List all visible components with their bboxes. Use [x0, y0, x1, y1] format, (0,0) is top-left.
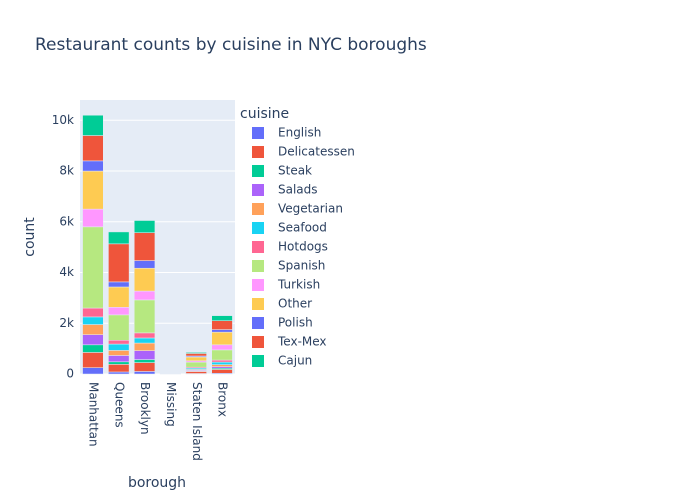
bar-segment: [82, 316, 104, 325]
bar-segment: [82, 226, 104, 309]
bar-segment: [211, 349, 233, 361]
bar-segment: [108, 364, 130, 373]
legend-label[interactable]: Salads: [278, 183, 318, 197]
bar-segment: [82, 334, 104, 346]
y-tick-label: 0: [66, 367, 74, 381]
bar-segment: [185, 356, 207, 362]
bar-segment: [134, 232, 156, 261]
legend-label[interactable]: Steak: [278, 164, 312, 178]
y-tick-label: 6k: [59, 214, 74, 228]
bar-segment: [108, 371, 130, 375]
legend-swatch[interactable]: [252, 279, 264, 291]
bar-segment: [108, 286, 130, 308]
bar-segment: [211, 331, 233, 346]
bar-segment: [134, 362, 156, 372]
bar-segment: [108, 343, 130, 351]
bar-segment: [82, 307, 104, 318]
bar-segment: [134, 220, 156, 233]
bar-segment: [211, 369, 233, 374]
bar-segment: [108, 340, 130, 345]
bar-segment: [108, 355, 130, 363]
bar-segment: [82, 114, 104, 136]
bar-segment: [134, 359, 156, 363]
x-tick-label: Manhattan: [86, 382, 100, 447]
legend-swatch[interactable]: [252, 317, 264, 329]
legend-swatch[interactable]: [252, 184, 264, 196]
legend-swatch[interactable]: [252, 355, 264, 367]
x-axis-title: borough: [128, 475, 186, 491]
bar-segment: [108, 243, 130, 283]
bar-segment: [211, 364, 233, 367]
bar-segment: [134, 371, 156, 375]
bar-segment: [108, 307, 130, 316]
legend-swatch[interactable]: [252, 222, 264, 234]
legend-label[interactable]: English: [278, 126, 321, 140]
bar-segment: [134, 260, 156, 269]
legend-label[interactable]: Vegetarian: [278, 202, 343, 216]
bar-segment: [134, 350, 156, 360]
plot-area: [80, 100, 235, 374]
x-tick-label: Missing: [164, 382, 178, 427]
y-axis-title: count: [22, 217, 38, 257]
y-tick-label: 8k: [59, 164, 74, 178]
legend-title: cuisine: [240, 106, 289, 122]
bar-segment: [108, 314, 130, 341]
bar-segment: [82, 352, 104, 368]
bar-segment: [211, 320, 233, 330]
legend-label[interactable]: Cajun: [278, 354, 312, 368]
legend-label[interactable]: Spanish: [278, 259, 325, 273]
legend-swatch[interactable]: [252, 336, 264, 348]
bar-segment: [82, 160, 104, 172]
legend-swatch[interactable]: [252, 146, 264, 158]
bar-segment: [82, 324, 104, 335]
bar-segment: [134, 342, 156, 351]
bar-segment: [134, 337, 156, 344]
legend-swatch[interactable]: [252, 298, 264, 310]
bar-segment: [82, 344, 104, 353]
bar-segment: [185, 352, 207, 354]
legend-label[interactable]: Tex-Mex: [277, 335, 327, 349]
legend-label[interactable]: Other: [278, 297, 312, 311]
legend-swatch[interactable]: [252, 241, 264, 253]
x-tick-label: Bronx: [216, 382, 230, 417]
x-tick-label: Queens: [112, 382, 126, 428]
legend-label[interactable]: Delicatessen: [278, 145, 355, 159]
bar-segment: [82, 170, 104, 210]
bar-segment: [211, 361, 233, 365]
x-tick-label: Brooklyn: [138, 382, 152, 435]
bar-segment: [134, 290, 156, 301]
bar-segment: [108, 361, 130, 365]
bar-segment: [211, 359, 233, 363]
legend-swatch[interactable]: [252, 127, 264, 139]
chart-title: Restaurant counts by cuisine in NYC boro…: [35, 35, 427, 55]
legend-swatch[interactable]: [252, 260, 264, 272]
legend-label[interactable]: Polish: [278, 316, 313, 330]
bar-segment: [134, 332, 156, 339]
legend-label[interactable]: Turkish: [277, 278, 320, 292]
bar-segment: [185, 353, 207, 357]
legend-label[interactable]: Hotdogs: [278, 240, 328, 254]
legend-label[interactable]: Seafood: [278, 221, 327, 235]
bar-segment: [211, 315, 233, 321]
bar-segment: [82, 208, 104, 228]
bar-segment: [211, 344, 233, 351]
x-tick-label: Staten Island: [190, 382, 204, 461]
bar-segment: [108, 350, 130, 356]
y-tick-label: 4k: [59, 265, 74, 279]
bar-segment: [108, 231, 130, 245]
bar-segment: [82, 367, 104, 375]
bar-segment: [211, 329, 233, 333]
bar-segment: [185, 371, 207, 374]
bar-segment: [185, 361, 207, 368]
legend-swatch[interactable]: [252, 203, 264, 215]
bar-segment: [134, 267, 156, 292]
bar-segment: [134, 299, 156, 334]
y-tick-label: 2k: [59, 316, 74, 330]
bar-segment: [82, 135, 104, 162]
y-tick-label: 10k: [52, 113, 74, 127]
legend-swatch[interactable]: [252, 165, 264, 177]
bar-segment: [108, 281, 130, 288]
